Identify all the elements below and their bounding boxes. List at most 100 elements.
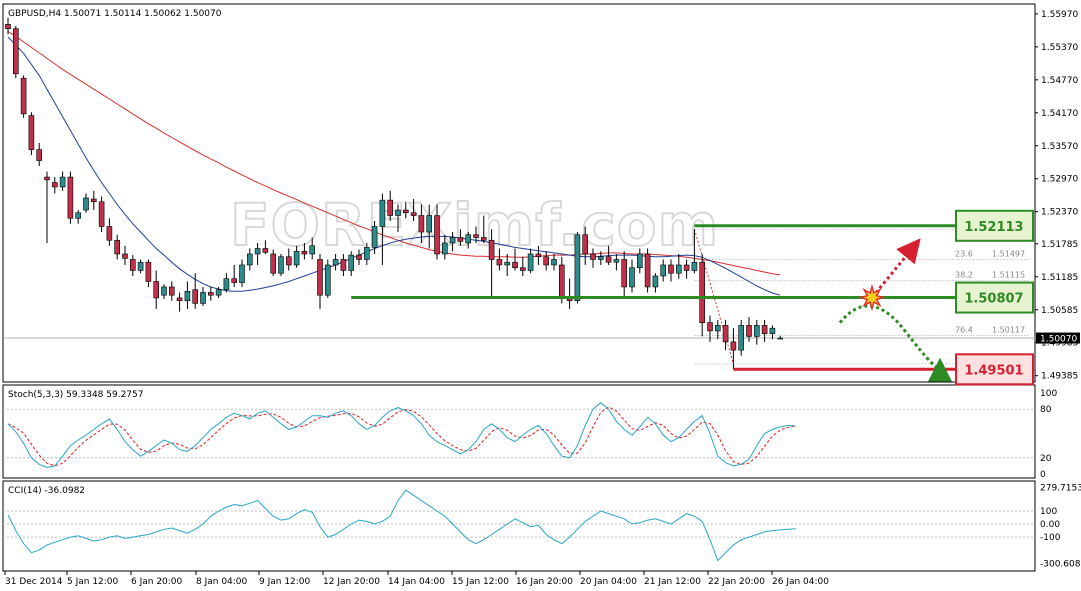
level-box <box>955 281 1034 314</box>
price-tick-label: 1.52970 <box>1041 175 1078 185</box>
x-tick-label: 16 Jan 20:00 <box>516 577 573 587</box>
candle-body <box>402 209 409 214</box>
candle-body <box>512 261 518 269</box>
candle-body <box>67 176 74 219</box>
candle-body <box>434 215 440 255</box>
candle-body <box>5 24 11 30</box>
candle-body <box>488 239 495 260</box>
candle-body <box>340 259 347 271</box>
candle-body <box>535 253 542 258</box>
candle-body <box>574 234 581 301</box>
candle-body <box>192 289 198 304</box>
price-tick-label: 1.53570 <box>1041 142 1078 152</box>
breakout-burst-icon <box>858 284 886 312</box>
candle-body <box>332 259 339 266</box>
candle-body <box>730 341 737 351</box>
ma-fast-line <box>7 36 781 296</box>
arrow-up-projection <box>870 238 921 299</box>
candle-body <box>137 261 144 271</box>
stoch-signal-line <box>7 406 796 467</box>
candle-body <box>395 209 401 216</box>
candle-body <box>465 234 472 244</box>
symbol-header: GBPUSD,H4 1.50071 1.50114 1.50062 1.5007… <box>8 9 222 19</box>
candle-body <box>629 267 635 288</box>
level-value: 1.52113 <box>964 220 1023 235</box>
candle-body <box>278 256 284 274</box>
candle-body <box>184 291 191 301</box>
candle-body <box>597 256 604 260</box>
candle-body <box>208 292 214 296</box>
level-box <box>955 209 1034 242</box>
candle-body <box>36 149 43 161</box>
candle-body <box>122 253 128 259</box>
candle-body <box>644 253 651 288</box>
candle-body <box>363 247 370 260</box>
stoch-tick-label: 80 <box>1040 405 1052 415</box>
cci-tick-label: 279.7153 <box>1040 484 1081 494</box>
candle-body <box>590 253 596 260</box>
candle-body <box>83 197 89 211</box>
cci-tick-label: -300.6089 <box>1040 559 1081 569</box>
cci-tick-label: 100 <box>1040 507 1057 517</box>
candle-body <box>239 264 245 283</box>
watermark: FOREXimf.com <box>230 191 719 259</box>
candle-body <box>161 286 167 296</box>
price-tick-label: 1.49385 <box>1041 372 1078 382</box>
price-tick-label: 1.51785 <box>1041 240 1078 250</box>
candle-body <box>707 322 713 332</box>
candle-body <box>410 212 417 216</box>
candle-body <box>441 242 448 255</box>
price-pane-frame <box>2 3 1036 383</box>
stoch-tick-label: 0 <box>1040 470 1046 480</box>
candle-body <box>652 275 659 288</box>
candle-body <box>13 28 19 75</box>
candle-body <box>51 182 58 188</box>
x-tick-label: 14 Jan 04:00 <box>388 577 445 587</box>
price-tick-label: 1.54770 <box>1041 76 1078 86</box>
level-box <box>955 353 1034 386</box>
cci-tick-label: -100 <box>1040 533 1061 543</box>
candle-body <box>621 259 628 288</box>
candle-body <box>301 250 308 255</box>
price-tick-label: 1.51185 <box>1041 273 1078 283</box>
x-tick-label: 20 Jan 04:00 <box>580 577 637 587</box>
candle-body <box>636 253 643 269</box>
current-price-tag <box>1036 332 1080 344</box>
candle-body <box>130 259 136 271</box>
candle-body <box>379 199 386 227</box>
candle-body <box>691 261 698 271</box>
price-tick-label: 1.55970 <box>1041 10 1078 20</box>
x-tick-label: 12 Jan 20:00 <box>323 577 380 587</box>
candle-body <box>270 253 277 274</box>
cci-label: CCI(14) -36.0982 <box>8 486 85 496</box>
candle-body <box>777 337 784 340</box>
candle-body <box>285 256 292 266</box>
price-tick-label: 1.50585 <box>1041 306 1078 316</box>
fib-value-label: 1.50117 <box>992 325 1025 334</box>
candle-body <box>605 256 612 263</box>
stoch-tick-label: 20 <box>1040 454 1052 464</box>
level-value: 1.49501 <box>964 363 1023 378</box>
cci-line <box>7 489 796 562</box>
candle-body <box>153 281 159 299</box>
x-tick-label: 15 Jan 12:00 <box>452 577 509 587</box>
price-tick-label: 1.55370 <box>1041 43 1078 53</box>
candle-body <box>231 278 237 283</box>
candle-body <box>660 264 667 277</box>
candle-body <box>324 264 331 296</box>
candle-body <box>738 325 745 351</box>
candle-body <box>746 325 752 337</box>
candle-body <box>519 267 526 271</box>
candle-body <box>769 327 776 334</box>
candle-body <box>699 261 706 323</box>
x-tick-label: 26 Jan 04:00 <box>772 577 829 587</box>
stoch-tick-label: 100 <box>1040 389 1057 399</box>
candle-body <box>169 286 175 296</box>
candle-body <box>356 254 362 260</box>
candle-body <box>683 264 690 271</box>
candle-body <box>317 259 323 296</box>
candle-body <box>582 234 589 255</box>
candle-body <box>114 239 120 255</box>
x-tick-label: 8 Jan 04:00 <box>196 577 248 587</box>
